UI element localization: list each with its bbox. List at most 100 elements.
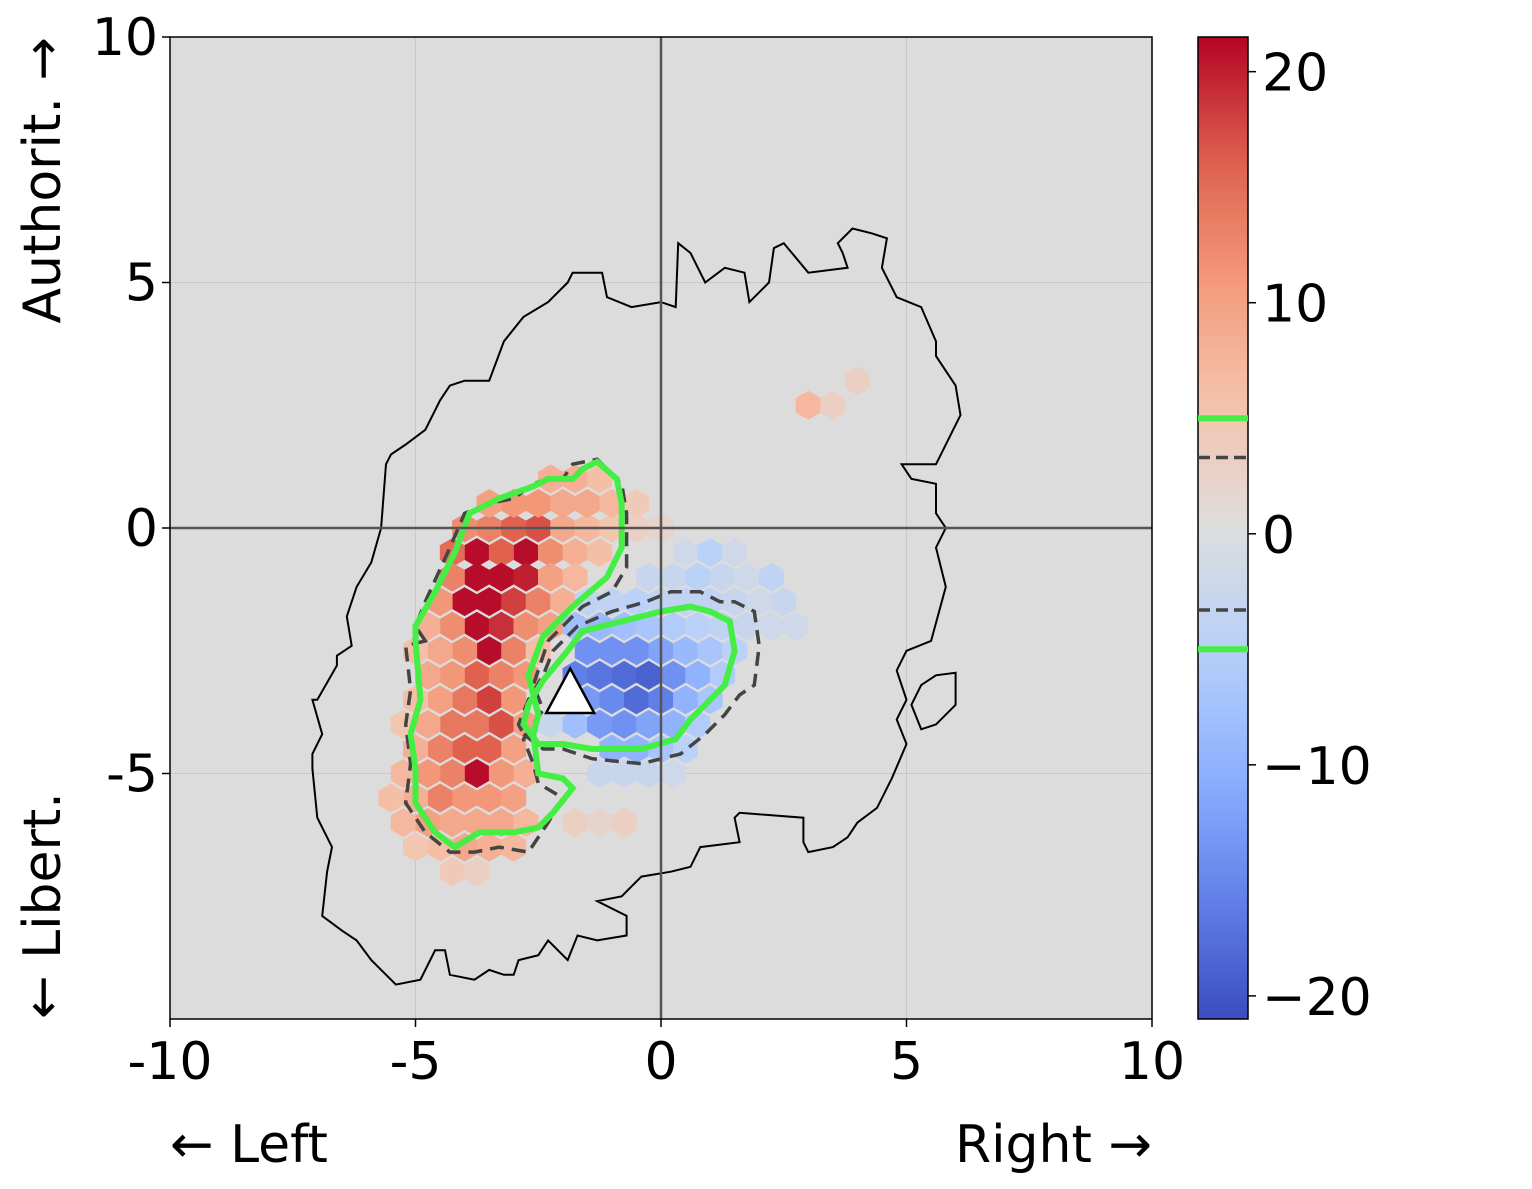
- hexbin-cell: [439, 611, 465, 641]
- x-tick-label: 0: [644, 1032, 677, 1092]
- hexbin-cell: [734, 611, 760, 641]
- hexbin-cell: [452, 587, 478, 617]
- hexbin-cell: [562, 562, 588, 592]
- hexbin-cell: [673, 734, 699, 764]
- hexbin-cell: [501, 636, 527, 666]
- hexbin-cell: [525, 587, 551, 617]
- hexbin-cell: [611, 808, 637, 838]
- hexbin-cell: [427, 734, 453, 764]
- contour-red-dashed: [403, 457, 629, 855]
- hexbin-cell: [697, 538, 723, 567]
- colorbar-tick-label: −10: [1262, 737, 1372, 797]
- hexbin-cell: [476, 685, 502, 715]
- hexbin-cell: [439, 759, 465, 788]
- hexbin-cell: [452, 636, 478, 666]
- hexbin-cell: [464, 611, 490, 641]
- contour-outer: [311, 227, 962, 986]
- hexbin-cell: [550, 489, 576, 518]
- hexbin-cell: [587, 538, 613, 567]
- marker-layer: [544, 665, 597, 715]
- contour-red-threshold: [407, 458, 625, 851]
- hexbin-cell: [636, 709, 662, 739]
- hexbin-cell: [513, 611, 539, 641]
- contour-island: [910, 671, 957, 731]
- hexbin-cell: [476, 587, 502, 617]
- hexbin-cell: [660, 660, 686, 690]
- contour-blue-dashed: [516, 590, 761, 766]
- hexbin-cell: [759, 562, 784, 592]
- hexbin-cell: [636, 660, 662, 690]
- contour-layer: [311, 227, 962, 986]
- hexbin-cell: [439, 709, 465, 739]
- y-tick-label: 10: [92, 8, 158, 68]
- hexbin-cell: [501, 587, 527, 617]
- hexbin-cell: [562, 709, 588, 739]
- hexbin-cell: [611, 660, 637, 690]
- hexbin-cell: [476, 734, 502, 764]
- hexbin-cell: [439, 808, 465, 838]
- hexbin-cell: [476, 783, 502, 813]
- hexbin-cell: [783, 611, 809, 641]
- hexbin-cell: [452, 734, 478, 764]
- hexbin-cell: [538, 538, 563, 567]
- x-tick-label: -10: [128, 1032, 213, 1092]
- hexbin-cell: [562, 538, 588, 567]
- hexbin-cell: [574, 636, 600, 666]
- hexbin-cell: [439, 660, 465, 690]
- hexbin-cell: [685, 562, 711, 592]
- hexbin-cell: [599, 636, 625, 666]
- hexbin-cell: [415, 709, 441, 739]
- hexbin-cell: [685, 611, 711, 641]
- hexbin-cell: [623, 587, 649, 617]
- hexbin-cell: [439, 857, 465, 887]
- hexbin-cell: [636, 759, 662, 788]
- hexbin-cell: [427, 636, 453, 666]
- hexbin-cell: [501, 832, 527, 862]
- hexbin-cell: [660, 759, 686, 788]
- hexbin-cell: [488, 611, 514, 641]
- y-label-bottom: ← Libert.: [13, 792, 73, 1019]
- hexbin-cell: [673, 685, 699, 715]
- hexbin-cell: [795, 390, 821, 420]
- hexbin-cell: [734, 562, 760, 592]
- hexbin-cell: [488, 759, 514, 788]
- zero-axes: [170, 37, 1152, 1019]
- colorbar-tick-label: 20: [1262, 44, 1328, 104]
- hexbin-layer: [378, 366, 870, 887]
- hexbin-cell: [673, 636, 699, 666]
- hexbin-cell: [452, 685, 478, 715]
- hexbin-cell: [513, 759, 539, 788]
- hexbin-cell: [464, 759, 490, 788]
- y-tick-label: 5: [125, 254, 158, 314]
- hexbin-cell: [574, 489, 600, 518]
- hexbin-cell: [415, 759, 441, 788]
- hexbin-cell: [464, 709, 490, 739]
- hexbin-cell: [501, 783, 527, 813]
- hexbin-cell: [623, 636, 649, 666]
- hexbin-cell: [427, 783, 453, 813]
- hexbin-cell: [623, 685, 649, 715]
- hexbin-cell: [587, 660, 613, 690]
- y-tick-label: 0: [125, 499, 158, 559]
- hexbin-cell: [623, 489, 649, 518]
- hexbin-cell: [709, 562, 735, 592]
- hexbin-cell: [844, 366, 870, 396]
- hexbin-cell: [673, 538, 699, 567]
- hexbin-cell: [697, 636, 723, 666]
- hexbin-cell: [403, 832, 428, 862]
- hexbin-cell: [464, 857, 490, 887]
- colorbar-gradient: [1197, 36, 1249, 1020]
- hexbin-cell: [464, 660, 490, 690]
- x-label-right: Right →: [955, 1115, 1152, 1175]
- hexbin-cell: [587, 808, 613, 838]
- hexbin-cell: [525, 489, 551, 518]
- hexbin-cell: [390, 808, 416, 838]
- hexbin-cell: [660, 611, 686, 641]
- hexbin-cell: [636, 562, 662, 592]
- hexbin-cell: [464, 562, 490, 592]
- hexbin-cell: [587, 759, 613, 788]
- x-tick-label: 5: [890, 1032, 923, 1092]
- hexbin-cell: [501, 685, 527, 715]
- colorbar-tick-label: −20: [1262, 968, 1372, 1028]
- hexbin-cell: [427, 685, 453, 715]
